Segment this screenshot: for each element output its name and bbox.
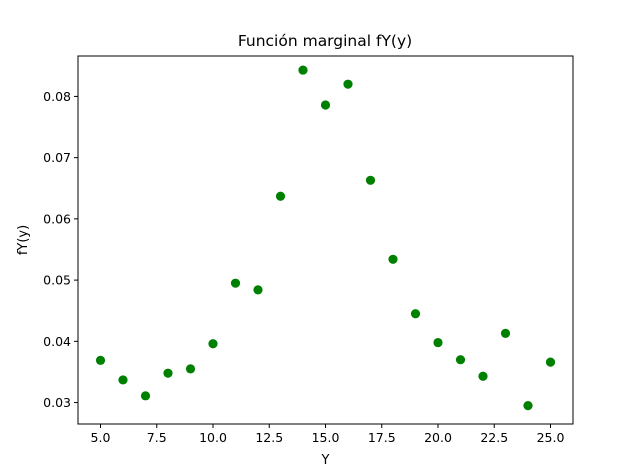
x-tick-label: 7.5 [147, 430, 167, 445]
y-tick-label: 0.05 [43, 273, 71, 288]
data-point [163, 368, 173, 378]
x-tick-label: 10.0 [199, 430, 227, 445]
y-tick-label: 0.03 [43, 395, 71, 410]
y-axis: 0.03 0.04 0.05 0.06 0.07 0.08 [43, 89, 78, 410]
x-tick-label: 25.0 [537, 430, 565, 445]
y-tick-label: 0.06 [43, 211, 71, 226]
x-tick-label: 5.0 [91, 430, 111, 445]
data-point [365, 175, 376, 185]
data-point [298, 65, 308, 75]
chart-title: Función marginal fY(y) [238, 32, 412, 50]
data-point [185, 364, 196, 374]
plot-area-frame [77, 55, 574, 425]
data-point [500, 328, 511, 338]
data-point [343, 79, 353, 89]
y-tick-label: 0.04 [43, 334, 71, 349]
data-point [140, 391, 151, 401]
x-tick-label: 12.5 [255, 430, 283, 445]
data-point [545, 357, 556, 367]
data-points [95, 65, 556, 411]
x-axis-label: Y [321, 453, 330, 468]
data-point [95, 355, 106, 365]
data-point [118, 375, 128, 385]
data-point [410, 309, 421, 319]
data-point [275, 191, 286, 201]
x-tick-label: 20.0 [424, 430, 452, 445]
data-point [388, 254, 398, 264]
data-point [230, 278, 241, 288]
x-tick-label: 22.5 [480, 430, 508, 445]
y-tick-label: 0.08 [43, 89, 71, 104]
data-point [320, 100, 331, 110]
data-point [523, 401, 533, 411]
y-tick-label: 0.07 [43, 150, 71, 165]
x-tick-label: 17.5 [368, 430, 396, 445]
y-axis-label: fY(y) [16, 225, 31, 255]
data-point [433, 337, 443, 348]
x-tick-label: 15.0 [312, 430, 340, 445]
data-point [208, 339, 218, 349]
data-point [253, 285, 263, 295]
x-axis: 5.0 7.5 10.0 12.5 15.0 17.5 20.0 22.5 25.0 [91, 424, 565, 445]
data-point [455, 355, 466, 365]
data-point [478, 371, 488, 381]
